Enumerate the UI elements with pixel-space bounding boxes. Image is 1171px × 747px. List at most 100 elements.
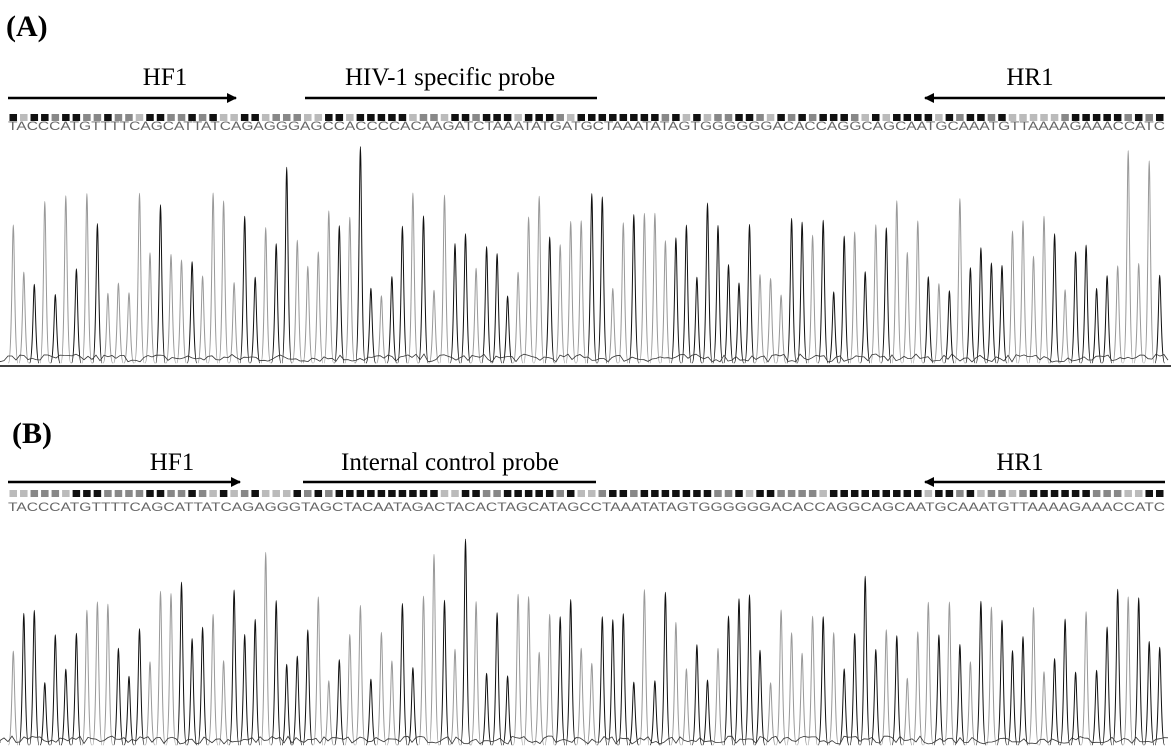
- quality-square: [1019, 490, 1027, 497]
- figure: (A) HF1 HIV-1 specific probe HR1 TACCCAT…: [0, 0, 1171, 747]
- primer-label: HR1: [1006, 64, 1053, 91]
- quality-square: [525, 490, 533, 497]
- quality-square: [1082, 490, 1090, 497]
- quality-square: [746, 114, 754, 121]
- quality-square: [104, 114, 112, 121]
- quality-square: [851, 490, 859, 497]
- quality-square: [20, 490, 28, 497]
- quality-square: [1114, 114, 1122, 121]
- quality-square: [904, 114, 912, 121]
- quality-square: [609, 114, 617, 121]
- quality-square: [1061, 114, 1069, 121]
- quality-square: [315, 114, 323, 121]
- panel-label: (B): [12, 417, 52, 450]
- quality-square: [209, 490, 217, 497]
- quality-square: [146, 490, 154, 497]
- quality-square: [567, 114, 575, 121]
- quality-square: [788, 114, 796, 121]
- quality-square: [977, 114, 985, 121]
- quality-square: [472, 114, 480, 121]
- quality-square: [399, 490, 407, 497]
- quality-square: [125, 490, 133, 497]
- quality-square: [230, 114, 238, 121]
- quality-square: [199, 490, 207, 497]
- quality-square: [209, 114, 217, 121]
- panel-b: (B) HF1 Internal control probe HR1 TACCC…: [0, 417, 1168, 745]
- quality-square: [756, 490, 764, 497]
- quality-square: [157, 490, 165, 497]
- quality-square: [409, 114, 417, 121]
- quality-square: [514, 490, 522, 497]
- quality-square: [735, 114, 743, 121]
- quality-square: [493, 490, 501, 497]
- quality-square: [725, 490, 733, 497]
- quality-square: [651, 114, 659, 121]
- quality-square: [262, 490, 270, 497]
- sequence: TACCCATGTTTTCAGCATTATCAGAGGGTAGCTACAATAG…: [8, 500, 1165, 514]
- quality-square: [641, 490, 649, 497]
- quality-square: [714, 490, 722, 497]
- quality-square: [914, 114, 922, 121]
- quality-square: [830, 114, 838, 121]
- trace-peaks: [30, 147, 1165, 363]
- quality-square: [336, 114, 344, 121]
- quality-square: [904, 490, 912, 497]
- quality-square: [798, 114, 806, 121]
- quality-square: [1135, 490, 1143, 497]
- quality-square: [378, 490, 386, 497]
- quality-square: [546, 490, 554, 497]
- quality-square: [872, 114, 880, 121]
- quality-square: [367, 490, 375, 497]
- quality-square: [220, 114, 228, 121]
- quality-square: [683, 114, 691, 121]
- quality-square: [262, 114, 270, 121]
- quality-square: [357, 114, 365, 121]
- quality-square: [388, 114, 396, 121]
- quality-square: [251, 114, 259, 121]
- quality-square: [1093, 490, 1101, 497]
- quality-square: [336, 490, 344, 497]
- quality-square: [977, 490, 985, 497]
- quality-square: [325, 114, 333, 121]
- quality-square: [1145, 114, 1153, 121]
- quality-square: [567, 490, 575, 497]
- quality-square: [483, 114, 491, 121]
- quality-square: [988, 490, 996, 497]
- quality-square: [577, 490, 585, 497]
- quality-square: [599, 114, 607, 121]
- quality-square: [73, 114, 81, 121]
- quality-square: [293, 490, 301, 497]
- primer-label: HR1: [996, 449, 1043, 476]
- quality-square: [420, 114, 428, 121]
- quality-square: [83, 114, 91, 121]
- quality-square: [409, 490, 417, 497]
- quality-square: [241, 114, 249, 121]
- quality-square: [283, 114, 291, 121]
- quality-square: [662, 114, 670, 121]
- quality-square: [883, 114, 891, 121]
- quality-square: [925, 490, 933, 497]
- quality-square: [620, 490, 628, 497]
- quality-square: [399, 114, 407, 121]
- quality-square: [809, 490, 817, 497]
- quality-square: [925, 114, 933, 121]
- quality-square: [115, 490, 123, 497]
- quality-square: [662, 490, 670, 497]
- quality-square: [935, 490, 943, 497]
- quality-square: [304, 490, 312, 497]
- quality-square: [125, 114, 133, 121]
- quality-square: [283, 490, 291, 497]
- quality-square: [1082, 114, 1090, 121]
- quality-square: [693, 490, 701, 497]
- quality-square: [157, 114, 165, 121]
- quality-square: [430, 490, 438, 497]
- quality-square: [988, 114, 996, 121]
- quality-square: [630, 114, 638, 121]
- quality-square: [746, 490, 754, 497]
- quality-square: [630, 490, 638, 497]
- quality-square: [41, 114, 49, 121]
- quality-square: [935, 114, 943, 121]
- quality-square: [251, 490, 259, 497]
- primer-label: HF1: [143, 64, 187, 91]
- quality-square: [430, 114, 438, 121]
